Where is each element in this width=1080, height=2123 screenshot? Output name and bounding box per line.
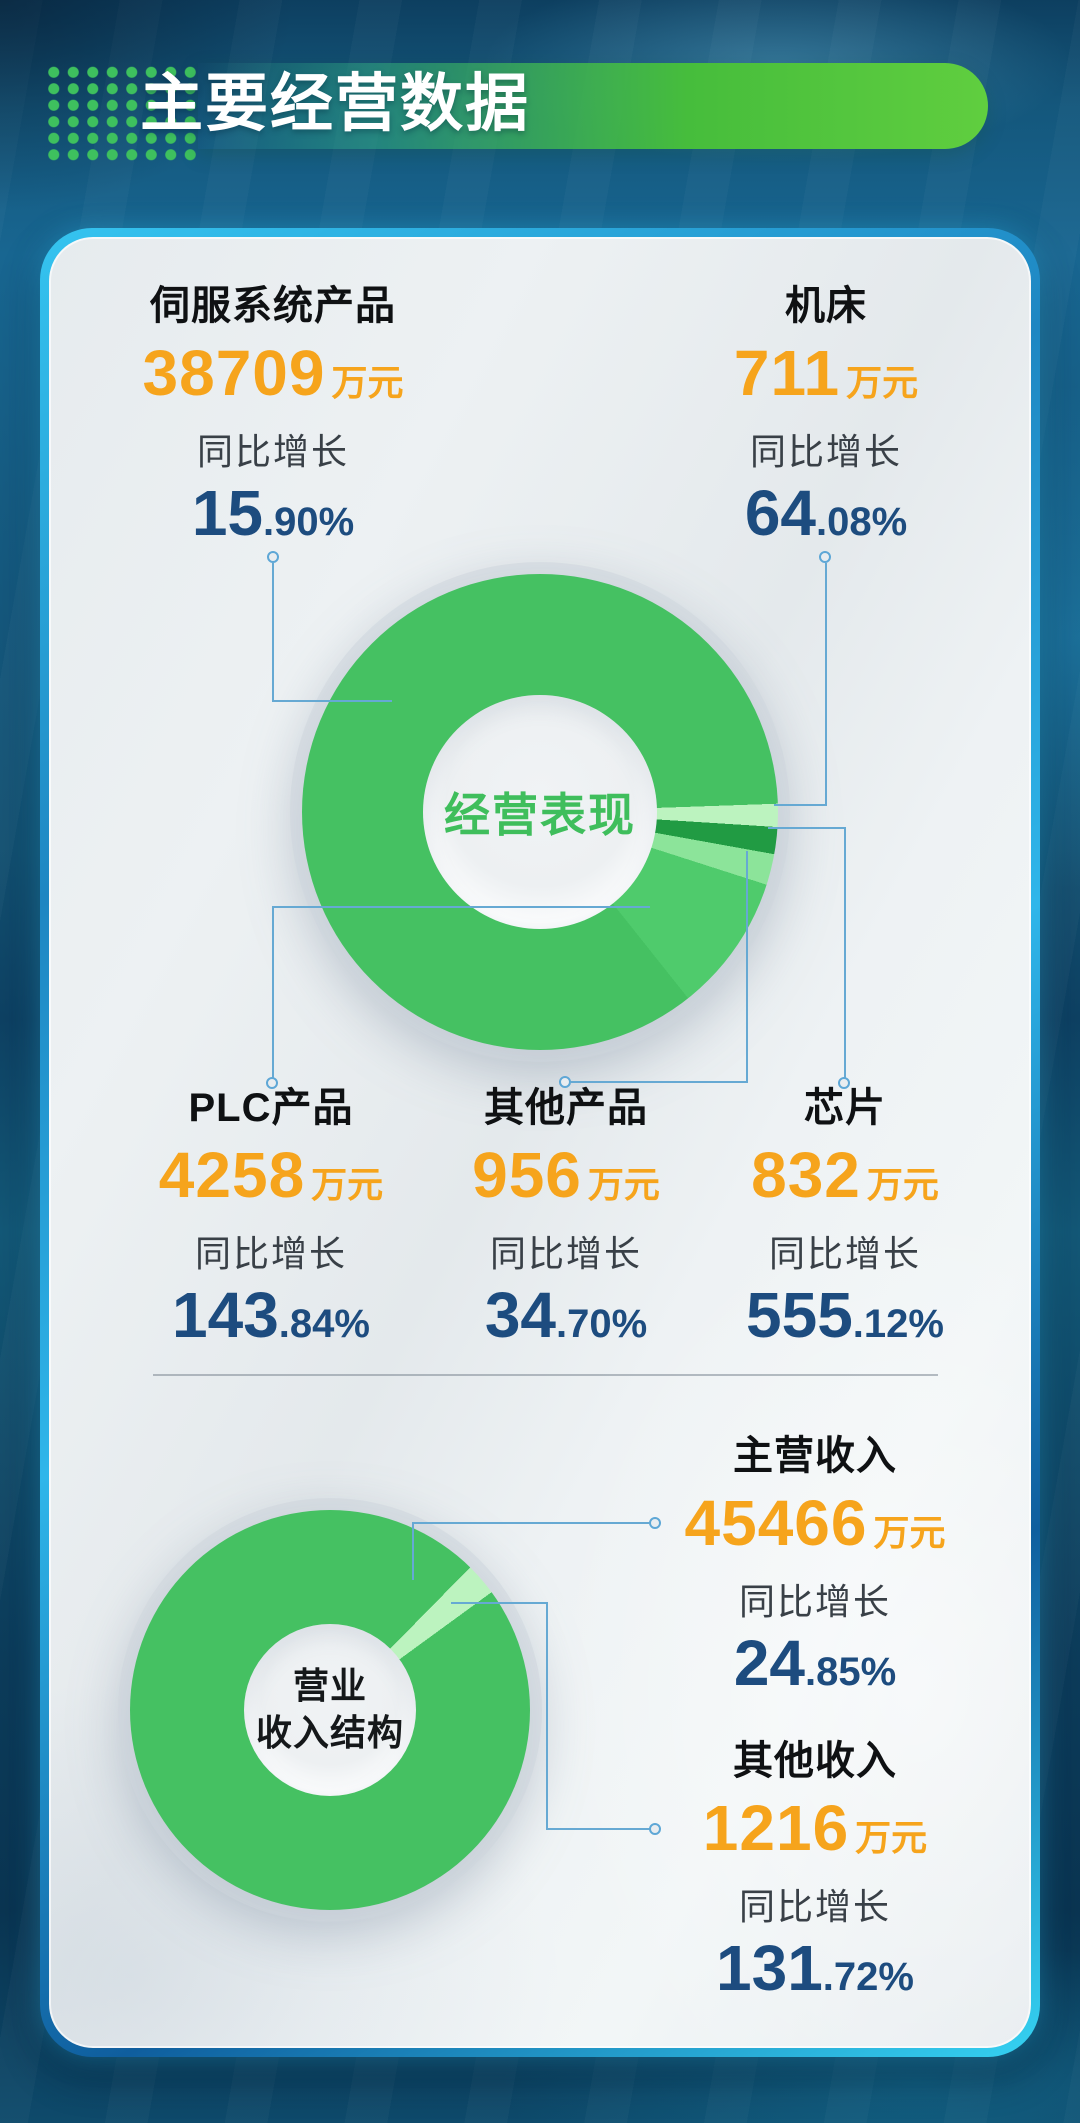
stat-amount: 956 万元: [472, 1139, 660, 1211]
donut-chart-revenue-structure: 营业 收入结构: [130, 1510, 530, 1910]
page-title: 主要经营数据: [140, 69, 530, 139]
leader-dot-chip: [838, 1077, 850, 1089]
growth-label: 同比增长: [738, 1886, 891, 1927]
donut-hole: 营业 收入结构: [244, 1624, 416, 1796]
growth-label: 同比增长: [749, 431, 902, 472]
donut-plate: 经营表现: [290, 562, 790, 1062]
stat-label: 其他收入: [733, 1739, 897, 1783]
stat-amount: 711 万元: [733, 337, 919, 409]
section-divider: [153, 1374, 938, 1376]
leader-dot-other-products: [559, 1076, 571, 1088]
leader-dot-other-revenue: [649, 1823, 661, 1835]
leader-line-plc: [272, 906, 650, 908]
leader-line-other-revenue: [546, 1602, 548, 1830]
growth-label: 同比增长: [768, 1233, 921, 1274]
leader-line-plc: [272, 906, 274, 1078]
growth-value: 143.84%: [172, 1279, 370, 1351]
stat-label: 主营收入: [733, 1434, 897, 1478]
leader-dot-main-revenue: [649, 1517, 661, 1529]
stat-label: 机床: [785, 284, 867, 328]
stat-amount: 45466 万元: [684, 1487, 946, 1559]
growth-value: 15.90%: [191, 477, 355, 549]
stat-plc: PLC产品 4258 万元 同比增长 143.84%: [101, 1085, 441, 1347]
leader-line-servo: [272, 563, 274, 702]
leader-line-machine-tool: [825, 563, 827, 806]
donut-chart-operating-performance: 经营表现: [302, 574, 778, 1050]
stat-servo: 伺服系统产品 38709 万元 同比增长 15.90%: [103, 283, 443, 545]
stat-other-revenue: 其他收入 1216 万元 同比增长 131.72%: [645, 1738, 985, 2000]
leader-line-other-revenue: [546, 1828, 650, 1830]
leader-line-other-revenue: [451, 1602, 548, 1604]
growth-value: 555.12%: [746, 1279, 944, 1351]
leader-dot-servo: [267, 551, 279, 563]
growth-label: 同比增长: [194, 1233, 347, 1274]
donut-center-label: 经营表现: [444, 789, 636, 841]
donut-hole: 经营表现: [423, 695, 657, 929]
stat-other-products: 其他产品 956 万元 同比增长 34.70%: [396, 1085, 736, 1347]
leader-line-chip: [768, 827, 846, 829]
growth-label: 同比增长: [196, 431, 349, 472]
growth-label: 同比增长: [489, 1233, 642, 1274]
stat-amount: 38709 万元: [142, 337, 404, 409]
leader-line-servo: [272, 700, 392, 702]
leader-dot-plc: [266, 1077, 278, 1089]
dot-grid-decoration: [44, 64, 198, 162]
leader-line-other-products: [571, 1081, 748, 1083]
stat-chip: 芯片 832 万元 同比增长 555.12%: [675, 1085, 1015, 1347]
stat-label: 其他产品: [484, 1086, 648, 1130]
stat-amount: 832 万元: [751, 1139, 939, 1211]
growth-label: 同比增长: [738, 1581, 891, 1622]
leader-line-main-revenue: [412, 1522, 414, 1580]
growth-value: 24.85%: [733, 1627, 897, 1699]
growth-value: 64.08%: [744, 477, 908, 549]
stat-machine-tool: 机床 711 万元 同比增长 64.08%: [656, 283, 996, 545]
stat-label: 伺服系统产品: [150, 284, 396, 328]
stat-label: PLC产品: [188, 1086, 354, 1130]
donut-center-label: 营业 收入结构: [255, 1665, 404, 1753]
stat-amount: 1216 万元: [702, 1792, 928, 1864]
leader-line-other-products: [746, 851, 748, 1083]
leader-dot-machine-tool: [819, 551, 831, 563]
donut-plate: 营业 收入结构: [118, 1498, 542, 1922]
stat-amount: 4258 万元: [158, 1139, 384, 1211]
leader-line-chip: [844, 829, 846, 1078]
title-banner: [198, 63, 988, 149]
stat-main-revenue: 主营收入 45466 万元 同比增长 24.85%: [645, 1433, 985, 1695]
leader-line-machine-tool: [774, 804, 827, 806]
growth-value: 131.72%: [716, 1932, 914, 2004]
stat-label: 芯片: [804, 1086, 886, 1130]
growth-value: 34.70%: [484, 1279, 648, 1351]
leader-line-main-revenue: [412, 1522, 649, 1524]
